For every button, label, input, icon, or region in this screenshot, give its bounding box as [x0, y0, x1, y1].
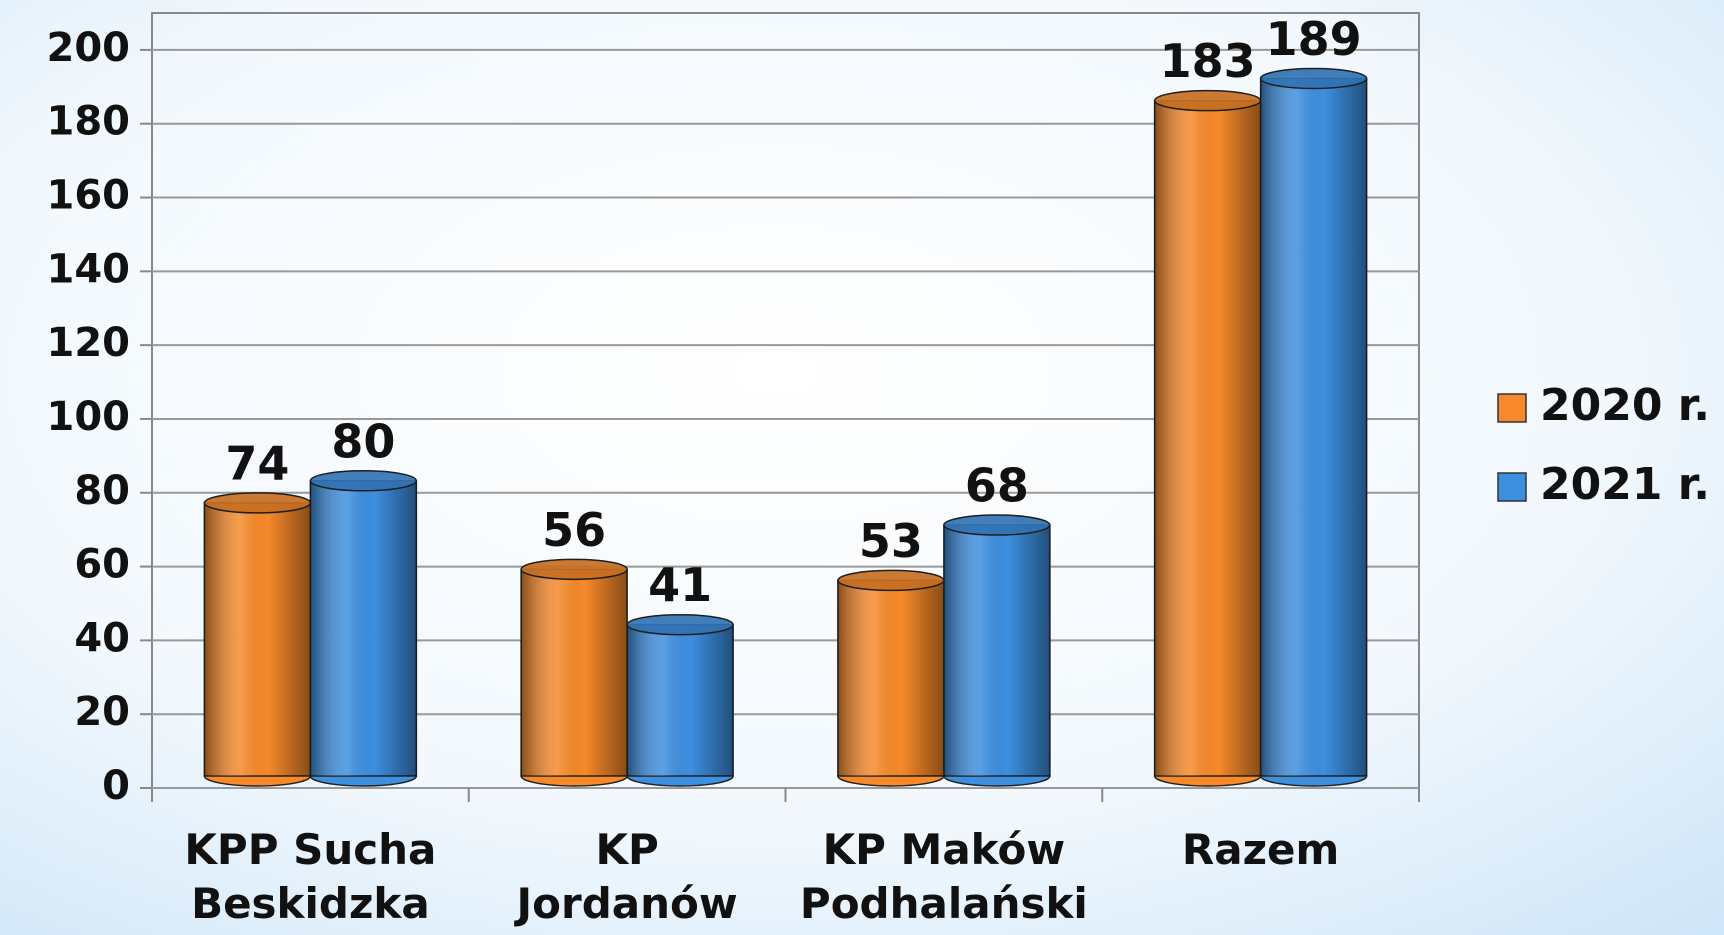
x-tick-label-line: KP	[595, 825, 658, 874]
data-label: 68	[965, 459, 1029, 513]
legend-swatch	[1497, 393, 1527, 423]
bar-shade	[943, 525, 1050, 776]
y-tick-label: 100	[47, 394, 131, 440]
data-label: 183	[1160, 34, 1256, 88]
bar-top	[309, 470, 418, 492]
bar-top-shade	[837, 570, 944, 591]
data-label: 189	[1266, 12, 1362, 66]
y-tick-label: 200	[47, 25, 131, 71]
bar-shade	[521, 569, 628, 776]
bar-top-shade	[943, 515, 1050, 536]
bar-shade	[310, 480, 417, 776]
data-label: 41	[648, 558, 712, 612]
y-tick-label: 40	[74, 615, 130, 661]
y-tick-label: 60	[74, 542, 130, 588]
x-tick-label-line: Razem	[1182, 825, 1339, 874]
bar-top-shade	[204, 492, 311, 513]
data-label: 80	[331, 414, 395, 468]
y-tick-label: 120	[47, 320, 131, 366]
bar-top-shade	[627, 614, 734, 635]
x-tick-label-line: Jordanów	[514, 879, 738, 928]
y-tick-label: 180	[47, 99, 131, 145]
bar-shade	[1260, 78, 1367, 776]
data-label: 56	[542, 503, 606, 557]
y-tick-label: 140	[47, 246, 131, 292]
bar-shade	[204, 502, 311, 776]
legend-label: 2020 r.	[1540, 380, 1710, 431]
y-tick-label: 160	[47, 173, 131, 219]
x-tick-label-line: Beskidzka	[191, 879, 430, 928]
y-tick-label: 0	[102, 763, 130, 809]
bar-top-shade	[521, 559, 628, 580]
bar-top	[943, 514, 1051, 536]
bar-shade	[1154, 100, 1261, 776]
x-tick-label: KP Maków Podhalański	[800, 825, 1088, 928]
bar-top	[1259, 67, 1368, 90]
bar-shade	[627, 624, 734, 776]
x-tick-label: Razem	[1182, 825, 1339, 874]
y-tick-label: 20	[74, 689, 130, 735]
bar-top-shade	[1154, 90, 1261, 111]
legend-swatch	[1497, 472, 1527, 502]
y-tick-label: 80	[74, 468, 130, 514]
bar-top	[626, 613, 734, 636]
data-label: 53	[859, 514, 923, 568]
x-tick-label-line: KP Maków	[823, 825, 1066, 874]
x-tick-label: KPP Sucha Beskidzka	[184, 825, 436, 928]
x-tick-label: KP Jordanów	[514, 825, 738, 928]
bar-top	[520, 558, 628, 581]
bar-shade	[837, 580, 944, 776]
bar-top-shade	[1260, 68, 1367, 89]
bar-top-shade	[310, 470, 417, 491]
legend-label: 2021 r.	[1540, 459, 1710, 510]
x-tick-label-line: Podhalański	[800, 879, 1088, 928]
x-tick-label-line: KPP Sucha	[184, 825, 436, 874]
data-label: 74	[225, 436, 289, 490]
